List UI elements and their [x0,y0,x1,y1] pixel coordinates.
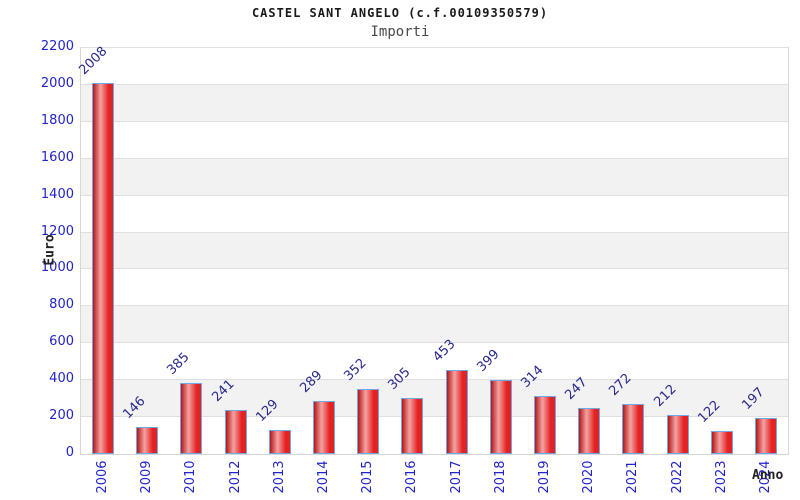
y-axis-title: Euro [42,234,58,266]
chart-title: CASTEL SANT ANGELO (c.f.00109350579) [251,6,549,20]
x-tick-label: 2022 [669,460,685,494]
x-axis-title: Anno [752,468,784,483]
y-tick-label: 1400 [40,186,74,202]
plot-band [81,306,788,344]
bar-2015 [357,389,380,454]
gridline [81,305,788,307]
bar-2022 [666,415,689,454]
bar-2009 [136,427,159,454]
gridline [81,83,788,85]
bar-2023 [710,431,733,454]
gridline [81,157,788,159]
bar-2012 [224,410,247,454]
bar-2010 [180,383,203,454]
y-tick-label: 400 [49,371,74,387]
x-tick-label: 2012 [227,460,243,494]
bar-2006 [92,83,115,454]
x-tick-label: 2023 [713,460,729,494]
x-tick-label: 2018 [492,460,508,494]
bar-2018 [489,380,512,454]
plot-band [81,48,788,85]
plot-band [81,121,788,159]
x-tick-label: 2009 [139,460,155,494]
x-tick-label: 2010 [183,460,199,494]
chart-subtitle: Importi [370,24,430,40]
bar-2020 [578,408,601,454]
x-tick-label: 2015 [360,460,376,494]
x-tick-label: 2013 [271,460,287,494]
y-tick-label: 2000 [40,75,74,91]
y-tick-label: 800 [49,297,74,313]
plot-band [81,232,788,270]
gridline [81,379,788,381]
bar-2024 [754,418,777,454]
y-tick-label: 0 [65,445,74,460]
bar-2019 [533,396,556,454]
x-tick-label: 2020 [581,460,597,494]
bar-2017 [445,370,468,454]
gridline [81,268,788,270]
bar-2013 [268,430,291,454]
y-tick-label: 2200 [40,39,74,54]
y-tick-label: 200 [49,408,74,424]
bar-2014 [313,401,336,454]
gridline [81,416,788,418]
plot-band [81,195,788,233]
plot-area: 2008 146 385 241 129 289 352 305 453 399 314 247 272… [76,44,789,455]
gridline [81,47,788,48]
gridline [81,231,788,233]
y-tick-label: 1800 [40,112,74,128]
y-tick-label: 600 [49,334,74,350]
gridline [81,342,788,344]
plot-band [81,269,788,307]
gridline [81,194,788,196]
y-tick-label: 1000 [40,260,74,276]
x-tick-label: 2006 [95,460,111,494]
x-tick-label: 2016 [404,460,420,494]
y-tick-label: 1200 [40,223,74,239]
bar-2021 [622,404,645,454]
x-tick-label: 2019 [536,460,552,494]
x-tick-label: 2014 [316,460,332,494]
plot-band [81,343,788,381]
bar-2016 [401,398,424,454]
plot-band [81,84,788,122]
x-tick-label: 2017 [448,460,464,494]
x-tick-label: 2021 [625,460,641,494]
gridline [81,120,788,122]
plot-band [81,158,788,196]
y-tick-label: 1600 [40,149,74,165]
